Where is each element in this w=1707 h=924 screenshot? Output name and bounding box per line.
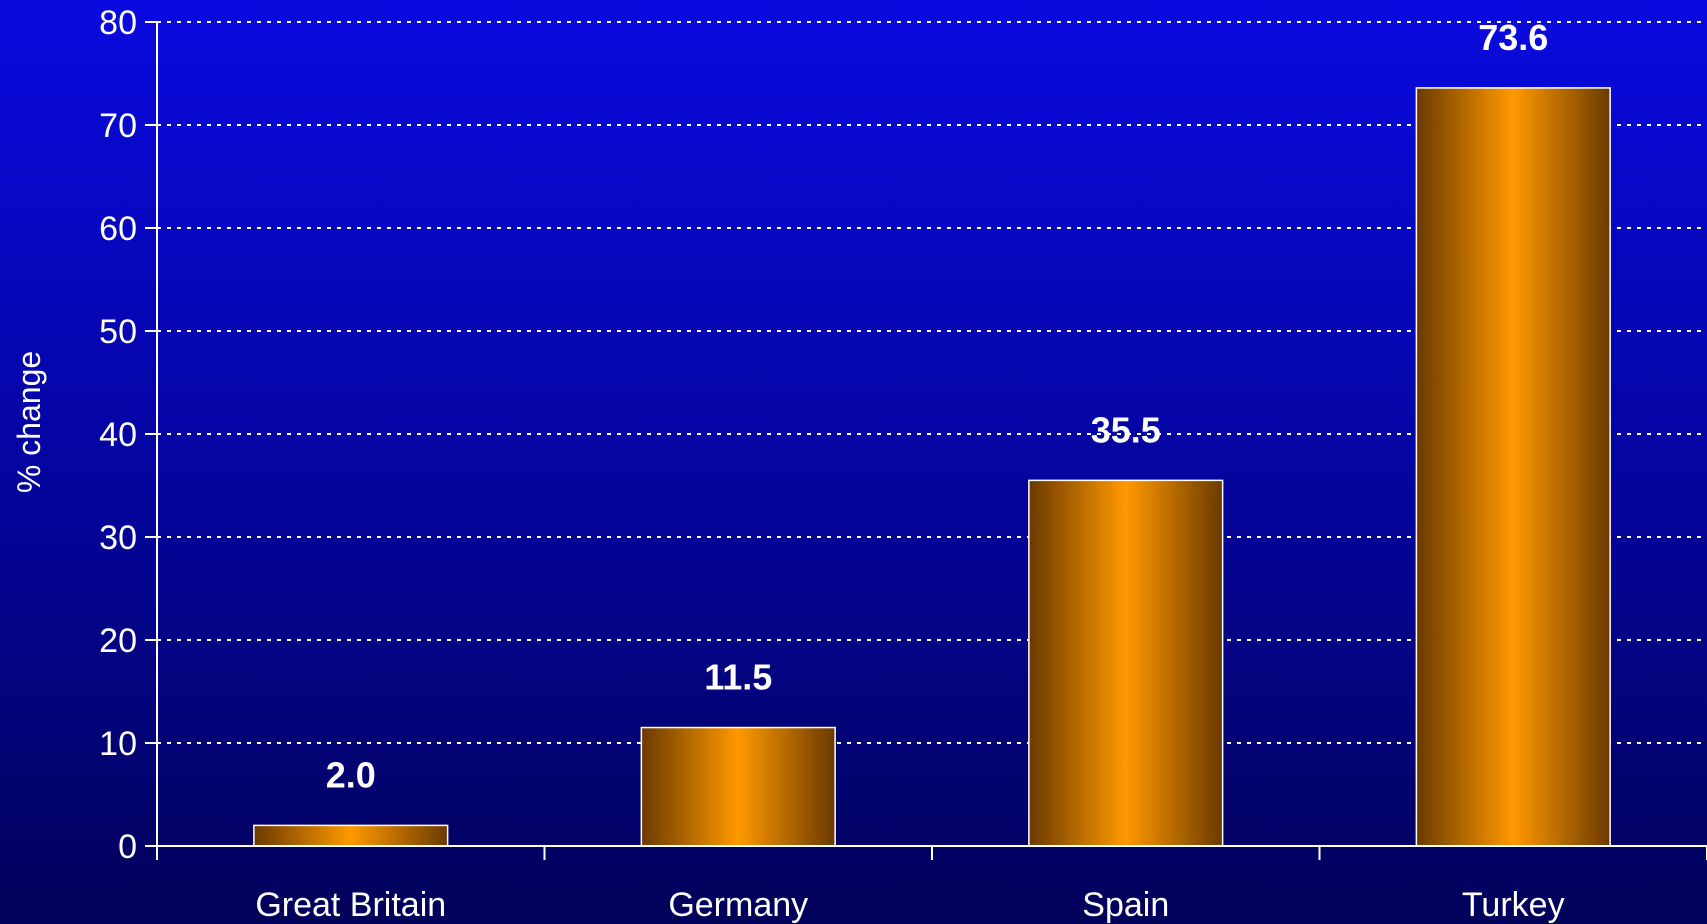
axes [145, 21, 1707, 860]
y-tick-label: 80 [99, 4, 137, 42]
y-tick-label: 40 [99, 416, 137, 454]
x-tick-labels: Great Britain Germany Spain Turkey [255, 886, 1564, 924]
x-category-label: Turkey [1462, 886, 1565, 924]
bars [253, 87, 1611, 847]
y-tick-label: 70 [99, 107, 137, 145]
bar-germany [640, 726, 836, 847]
y-axis-label: % change [11, 351, 47, 493]
data-label: 2.0 [326, 754, 376, 795]
y-tick-label: 10 [99, 725, 137, 763]
y-tick-label: 20 [99, 622, 137, 660]
bar-spain [1028, 479, 1224, 847]
x-category-label: Germany [668, 886, 808, 924]
data-labels: 2.0 11.5 35.5 73.6 [326, 17, 1549, 795]
y-tick-labels: 0 10 20 30 40 50 60 70 80 [99, 4, 137, 866]
data-label: 35.5 [1091, 409, 1161, 450]
y-tick-label: 0 [118, 828, 137, 866]
bar-turkey [1415, 87, 1611, 847]
data-label: 11.5 [704, 657, 772, 698]
data-label: 73.6 [1478, 17, 1548, 58]
y-tick-label: 50 [99, 313, 137, 351]
x-category-label: Great Britain [255, 886, 446, 924]
x-category-label: Spain [1082, 886, 1169, 924]
y-tick-label: 30 [99, 519, 137, 557]
bar-great-britain [253, 824, 449, 847]
y-tick-label: 60 [99, 210, 137, 248]
